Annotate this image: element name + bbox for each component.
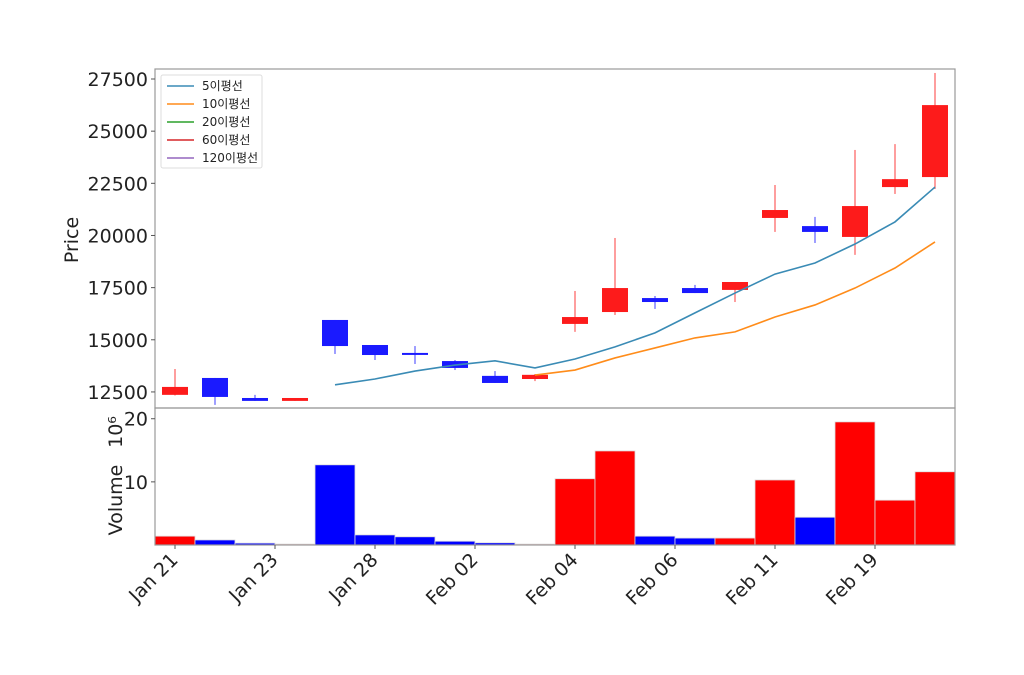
x-tick-label: Feb 02 bbox=[422, 549, 483, 610]
volume-bar bbox=[354, 534, 396, 546]
candle-body bbox=[602, 288, 628, 313]
volume-bar bbox=[194, 539, 236, 546]
candle-body bbox=[322, 319, 348, 347]
y-tick-label: 27500 bbox=[88, 69, 148, 91]
volume-panel-frame bbox=[154, 407, 956, 546]
x-axis: Jan 21 Jan 23 Jan 28 Feb 02 Feb 04 Feb 06 Feb … bbox=[124, 545, 883, 610]
y-tick-label: 15000 bbox=[88, 330, 148, 352]
x-tick-label: Jan 23 bbox=[224, 549, 282, 607]
candle-body bbox=[762, 210, 788, 218]
ma5-line bbox=[334, 186, 936, 386]
candle-body bbox=[362, 344, 388, 356]
volume-bar bbox=[314, 464, 356, 546]
volume-bar bbox=[834, 421, 876, 546]
y-tick-label: 25000 bbox=[88, 121, 148, 143]
legend-label: 10이평선 bbox=[202, 97, 250, 111]
candle-body bbox=[682, 288, 708, 294]
volume-bar bbox=[714, 537, 756, 546]
candle-body bbox=[482, 375, 508, 383]
price-y-axis: 12500 15000 17500 20000 22500 25000 27500 bbox=[88, 69, 155, 404]
legend: 5이평선 10이평선 20이평선 60이평선 120이평선 bbox=[160, 74, 263, 169]
volume-y-axis: 10 20 bbox=[124, 409, 155, 494]
volume-panel bbox=[154, 421, 956, 546]
candle-body bbox=[242, 397, 268, 401]
volume-bar bbox=[554, 478, 596, 546]
candle-body bbox=[402, 352, 428, 355]
price-panel bbox=[162, 72, 948, 405]
legend-box bbox=[160, 74, 263, 169]
volume-bar bbox=[754, 479, 796, 546]
volume-bar bbox=[594, 450, 636, 546]
volume-bar bbox=[914, 471, 956, 546]
legend-label: 5이평선 bbox=[202, 79, 243, 93]
price-axis-label: Price bbox=[61, 217, 83, 263]
volume-bar bbox=[874, 499, 916, 546]
volume-bar bbox=[634, 535, 676, 546]
y-tick-label: 22500 bbox=[88, 173, 148, 195]
volume-bar bbox=[674, 537, 716, 546]
candle-body bbox=[562, 317, 588, 324]
candle-body bbox=[162, 386, 188, 395]
price-panel-frame bbox=[154, 68, 956, 409]
volume-bar bbox=[394, 536, 436, 546]
candle-body bbox=[922, 105, 948, 178]
volume-bar bbox=[154, 535, 196, 546]
candle-body bbox=[202, 377, 228, 397]
volume-axis-label: Volume bbox=[105, 465, 127, 536]
x-tick-label: Jan 21 bbox=[124, 549, 182, 607]
candle-body bbox=[882, 179, 908, 188]
legend-label: 60이평선 bbox=[202, 133, 250, 147]
candle-body bbox=[642, 298, 668, 303]
legend-label: 20이평선 bbox=[202, 115, 250, 129]
volume-bar bbox=[794, 516, 836, 546]
x-tick-label: Feb 04 bbox=[522, 549, 583, 610]
candle-body bbox=[802, 226, 828, 232]
volume-offset-label: 10⁶ bbox=[105, 416, 127, 448]
x-tick-label: Feb 11 bbox=[722, 549, 783, 610]
y-tick-label: 20000 bbox=[88, 225, 148, 247]
x-tick-label: Feb 19 bbox=[822, 549, 883, 610]
candle-body bbox=[722, 281, 748, 290]
y-tick-label: 17500 bbox=[88, 278, 148, 300]
candle-body bbox=[842, 206, 868, 237]
ma10-line bbox=[534, 241, 936, 376]
x-tick-label: Jan 28 bbox=[324, 549, 382, 607]
candle-body bbox=[282, 397, 308, 401]
x-tick-label: Feb 06 bbox=[622, 549, 683, 610]
y-tick-label: 20 bbox=[124, 409, 148, 431]
y-tick-label: 10 bbox=[124, 472, 148, 494]
legend-label: 120이평선 bbox=[202, 151, 258, 165]
candle-body bbox=[522, 374, 548, 380]
y-tick-label: 12500 bbox=[88, 382, 148, 404]
